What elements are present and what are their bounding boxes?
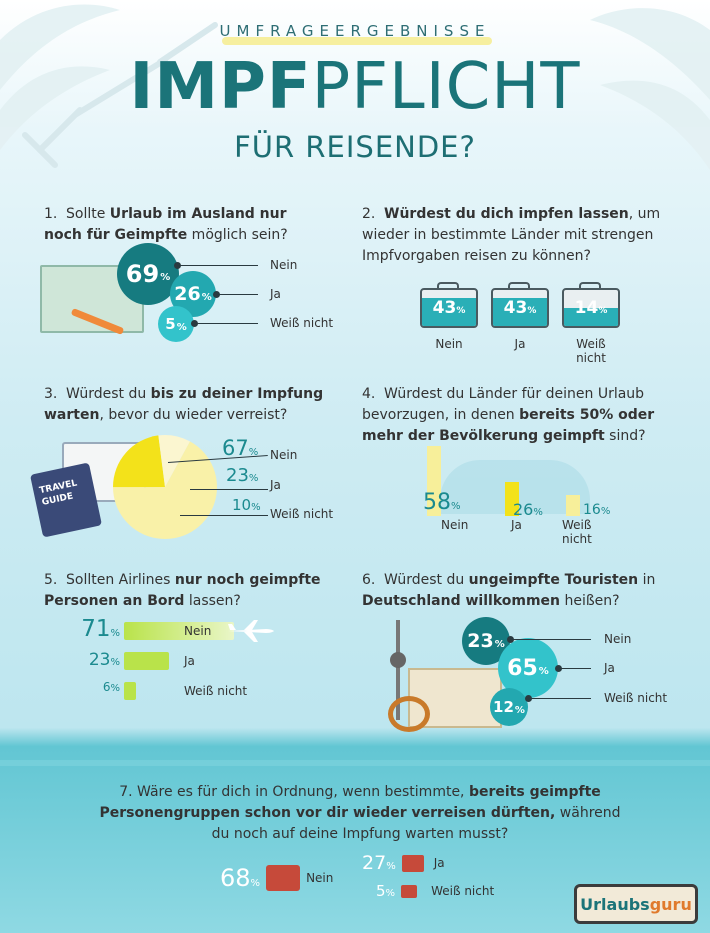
q1-bubble-nein: 69% <box>117 243 179 305</box>
q4-bar-2 <box>566 495 580 516</box>
q2-suitcase-2: 14% <box>562 288 620 328</box>
q4-label-2: Weiß nicht <box>562 518 592 546</box>
q2-suitcase-1: 43% <box>491 288 549 328</box>
palm-leaf-right-icon <box>590 8 710 170</box>
q4-value-1: 26% <box>513 500 543 519</box>
q6-dot-nein <box>507 636 514 643</box>
q1-label-weiss: Weiß nicht <box>270 316 334 330</box>
q4-value-2: 16% <box>583 502 611 518</box>
q4-bar-1 <box>505 482 519 516</box>
q1-dot-weiss <box>191 320 198 327</box>
passport-tiny-icon <box>401 884 418 898</box>
q7-item-ja: 27% Ja <box>362 852 445 874</box>
q2-suitcase-0: 43% <box>420 288 478 328</box>
q4-bar-0 <box>427 446 441 516</box>
q3-line-weiss <box>180 515 268 516</box>
q7-question: 7. Wäre es für dich in Ordnung, wenn bes… <box>99 784 621 842</box>
q1-label-ja: Ja <box>270 287 281 301</box>
q2-suitcase-fill <box>493 298 547 326</box>
q6-dot-ja <box>555 665 562 672</box>
q6-question: 6. Würdest du ungeimpfte Touristen in Deu… <box>362 572 656 609</box>
q6-bubble-weiss: 12% <box>490 688 528 726</box>
passport-icon <box>266 865 301 891</box>
passport-small-icon <box>401 854 424 872</box>
q6-label-ja: Ja <box>604 661 615 675</box>
tv-tower-ball-icon <box>390 652 406 668</box>
kicker-underline <box>222 37 492 45</box>
q3-value-weiss: 10% <box>232 496 261 514</box>
q6-line-nein <box>511 639 591 640</box>
q3-label-nein: Nein <box>270 448 298 462</box>
q1-dot-nein <box>174 262 181 269</box>
q2-value-0: 43% <box>432 298 466 318</box>
q1-line-ja <box>217 294 258 295</box>
title-light: PFLICHT <box>311 50 581 124</box>
q4-label-0: Nein <box>441 518 469 532</box>
q1-label-nein: Nein <box>270 258 298 272</box>
page-subtitle: FÜR REISENDE? <box>234 130 476 164</box>
q2-suitcase-handle-icon <box>579 282 601 290</box>
q6-label-weiss: Weiß nicht <box>604 691 668 705</box>
q5-label-2: Weiß nicht <box>184 684 248 698</box>
q5-value-2: 6% <box>102 680 120 694</box>
urlaubsguru-logo[interactable]: Urlaubs guru <box>574 884 698 924</box>
palm-leaf-left-icon <box>0 4 120 150</box>
title-bold: IMPF <box>129 50 312 124</box>
q5-value-0: 71% <box>81 616 120 642</box>
travel-guide-book-icon: TRAVEL GUIDE <box>30 462 102 538</box>
q3-line-ja <box>190 489 268 490</box>
q6-line-weiss <box>529 698 591 699</box>
q7-item-weiss: 5% Weiß nicht <box>376 882 495 900</box>
q5-bar-0 <box>124 622 234 640</box>
q3-pie-chart <box>113 435 217 539</box>
q2-question: 2. Würdest du dich impfen lassen, um wied… <box>362 206 661 264</box>
q5-label-1: Ja <box>184 654 195 668</box>
syringe-icon <box>22 22 218 168</box>
tv-tower-icon <box>396 620 400 720</box>
q2-suitcase-fill <box>422 298 476 326</box>
q3-pie-slice-0 <box>113 441 217 539</box>
q6-dot-weiss <box>525 695 532 702</box>
q5-question: 5. Sollten Airlines nur noch geimpfte Per… <box>44 572 321 609</box>
q2-value-1: 43% <box>503 298 537 318</box>
q3-pie-slice-1 <box>113 435 165 488</box>
q1-line-nein <box>178 265 258 266</box>
airplane-icon <box>228 620 274 642</box>
page-title: IMPFPFLICHT <box>0 50 710 124</box>
q1-question: 1. Sollte Urlaub im Ausland nur noch für … <box>44 206 288 243</box>
q2-label-1: Ja <box>514 337 526 351</box>
q3-value-ja: 23% <box>226 465 259 486</box>
q3-label-ja: Ja <box>270 478 281 492</box>
q5-value-1: 23% <box>88 650 120 670</box>
q1-bubble-weiss: 5% <box>158 306 194 342</box>
q7-item-nein: 68% Nein <box>220 864 334 892</box>
q5-bar-2 <box>124 682 136 700</box>
sea-wave-icon <box>0 760 710 766</box>
q2-label-0: Nein <box>435 337 463 351</box>
kicker: UMFRAGEERGEBNISSE <box>219 22 491 40</box>
q3-question: 3. Würdest du bis zu deiner Impfung warte… <box>44 386 324 423</box>
q2-suitcase-handle-icon <box>437 282 459 290</box>
q4-question: 4. Würdest du Länder für deinen Urlaub be… <box>362 386 655 444</box>
q5-bar-1 <box>124 652 169 670</box>
q4-value-0: 58% <box>423 490 461 515</box>
q6-label-nein: Nein <box>604 632 632 646</box>
q4-label-1: Ja <box>511 518 522 532</box>
q6-line-ja <box>559 668 591 669</box>
q2-label-2: Weiß nicht <box>576 337 606 365</box>
q3-label-weiss: Weiß nicht <box>270 507 334 521</box>
q1-dot-ja <box>213 291 220 298</box>
q5-label-0: Nein <box>184 624 212 638</box>
pretzel-icon <box>388 696 430 732</box>
q2-suitcase-handle-icon <box>508 282 530 290</box>
q1-line-weiss <box>195 323 258 324</box>
q2-value-2: 14% <box>574 298 608 318</box>
q2-suitcase-fill <box>564 308 618 326</box>
q3-value-nein: 67% <box>222 436 259 460</box>
